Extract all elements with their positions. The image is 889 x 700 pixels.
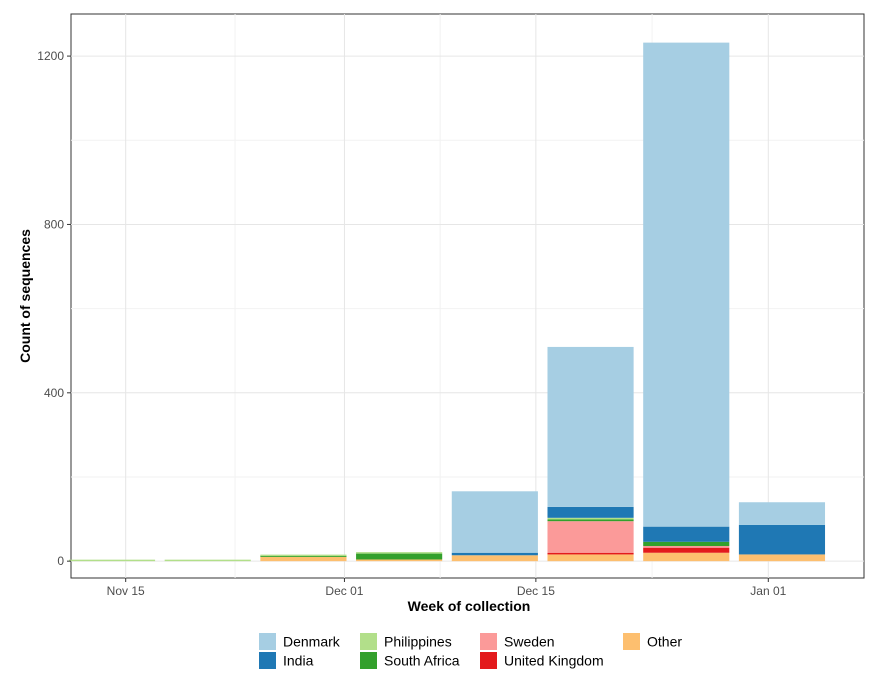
- y-tick-label: 1200: [37, 49, 64, 63]
- x-tick-label: Dec 15: [517, 584, 555, 598]
- legend-key-south-africa: [360, 652, 377, 669]
- bar-segment-south-africa: [260, 555, 347, 557]
- legend-label: South Africa: [384, 653, 460, 669]
- x-axis: Nov 15 Dec 01 Dec 15 Jan 01: [107, 578, 787, 598]
- x-tick-label: Jan 01: [750, 584, 786, 598]
- bar-segment-south-africa: [547, 519, 634, 522]
- bar-segment-philippines: [356, 552, 443, 554]
- bar-segment-other: [260, 556, 347, 562]
- bar-segment-other: [356, 559, 443, 562]
- y-axis-title: Count of sequences: [17, 229, 33, 363]
- y-tick-label: 0: [57, 554, 64, 568]
- bar-segment-sweden: [547, 521, 634, 553]
- legend-label: Other: [647, 634, 682, 650]
- bar-segment-denmark: [547, 346, 634, 507]
- grid-major: [71, 14, 864, 578]
- bar-segment-philippines: [547, 517, 634, 520]
- legend-label: United Kingdom: [504, 653, 604, 669]
- x-tick-label: Nov 15: [107, 584, 145, 598]
- bar-segment-denmark: [643, 42, 730, 527]
- bar-segment-south-africa: [356, 553, 443, 560]
- y-tick-label: 800: [44, 217, 64, 231]
- legend-key-sweden: [480, 633, 497, 650]
- legend-label: Sweden: [504, 634, 555, 650]
- panel-background: [70, 13, 865, 579]
- bar-segment-philippines: [260, 554, 347, 557]
- bars: [68, 42, 826, 562]
- bar-segment-denmark: [738, 502, 826, 525]
- legend-label: Philippines: [384, 634, 452, 650]
- bar-segment-united-kingdom: [547, 552, 634, 555]
- bar-segment-other: [643, 552, 730, 562]
- bar-segment-south-africa: [643, 541, 730, 547]
- legend-key-united-kingdom: [480, 652, 497, 669]
- legend-label: India: [283, 653, 314, 669]
- bar-segment-philippines: [68, 559, 156, 562]
- x-tick-label: Dec 01: [325, 584, 363, 598]
- y-axis: 0 400 800 1200: [37, 49, 71, 568]
- bar-segment-india: [547, 506, 634, 518]
- bar-segment-india: [738, 524, 826, 555]
- bar-segment-india: [643, 526, 730, 542]
- bar-segment-denmark: [451, 491, 538, 553]
- bar-segment-india: [451, 552, 538, 556]
- bar-segment-other: [547, 554, 634, 562]
- bar-segment-sweden: [643, 546, 730, 548]
- bar-segment-united-kingdom: [643, 547, 730, 553]
- bar-segment-philippines: [164, 559, 251, 562]
- x-axis-title: Week of collection: [408, 598, 531, 614]
- legend-key-philippines: [360, 633, 377, 650]
- legend-key-other: [623, 633, 640, 650]
- legend-key-denmark: [259, 633, 276, 650]
- legend: Denmark India Philippines South Africa Swede…: [259, 633, 682, 669]
- legend-key-india: [259, 652, 276, 669]
- y-tick-label: 400: [44, 386, 64, 400]
- bar-segment-other: [738, 554, 826, 562]
- legend-label: Denmark: [283, 634, 341, 650]
- bar-segment-other: [451, 555, 538, 562]
